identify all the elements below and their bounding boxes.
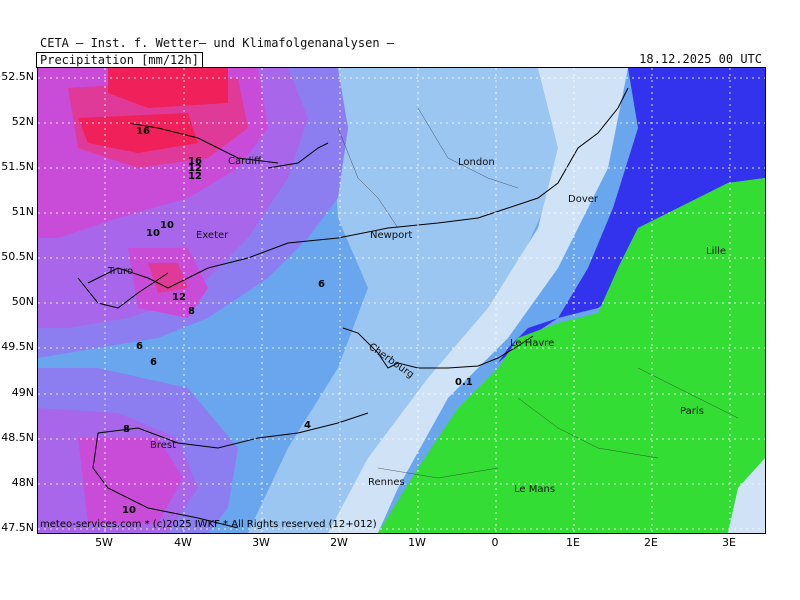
contour-label: 16 [136, 126, 150, 137]
coastlines [77, 87, 629, 529]
precip-field-blue [498, 68, 765, 363]
lat-label: 47.5N [1, 521, 34, 534]
lon-label: 2E [644, 536, 658, 549]
city-cardiff: Cardiff [228, 156, 262, 167]
precip-field-magenta-3 [78, 438, 183, 523]
lon-label: 3E [722, 536, 736, 549]
lat-label: 52.5N [1, 70, 34, 83]
contour-label: 6 [150, 357, 157, 368]
city-london: London [458, 157, 495, 168]
lat-label: 50N [11, 295, 34, 308]
map-canvas: Cardiff London Dover Newport Exeter Lill… [38, 68, 765, 533]
chart-title: CETA — Inst. f. Wetter— und Klimafolgena… [40, 36, 395, 50]
lon-label: 3W [252, 536, 270, 549]
contour-label: 6 [136, 341, 143, 352]
contour-label: 4 [304, 420, 311, 431]
city-truro: Truro [107, 266, 133, 277]
contour-label: 0.1 [455, 377, 473, 388]
lat-label: 52N [11, 115, 34, 128]
city-le-mans: Le Mans [514, 484, 555, 495]
precipitation-map[interactable]: Cardiff London Dover Newport Exeter Lill… [37, 67, 766, 534]
contour-label: 10 [122, 505, 136, 516]
lat-label: 48.5N [1, 431, 34, 444]
lat-label: 51.5N [1, 160, 34, 173]
contour-label: 16 [188, 156, 202, 167]
city-lille: Lille [706, 246, 726, 257]
lat-label: 48N [11, 476, 34, 489]
precip-field-red-2 [78, 113, 198, 153]
lon-label: 4W [174, 536, 192, 549]
city-newport: Newport [370, 230, 412, 241]
lat-label: 50.5N [1, 250, 34, 263]
graticule [38, 68, 765, 533]
precip-field-light [248, 68, 598, 533]
lon-label: 5W [95, 536, 113, 549]
contour-label: 8 [188, 306, 195, 317]
city-rennes: Rennes [368, 477, 405, 488]
lon-label: 1E [566, 536, 580, 549]
contour-labels: 16 16 12 12 10 10 12 8 6 6 6 8 10 4 0.1 [122, 126, 473, 516]
precip-field-pink-2 [148, 263, 188, 293]
contour-label: 6 [318, 279, 325, 290]
credit-line: meteo-services.com * (c)2025 IWKF * All … [40, 519, 377, 530]
precip-field-red [108, 68, 228, 108]
lat-label: 51N [11, 205, 34, 218]
contour-label: 8 [123, 424, 130, 435]
datetime-label: 18.12.2025 00 UTC [639, 52, 762, 66]
variable-label: Precipitation [mm/12h] [36, 52, 203, 68]
city-dover: Dover [568, 194, 599, 205]
precip-field-pale [328, 68, 628, 533]
lon-label: 0 [491, 536, 499, 549]
contour-label: 10 [160, 220, 174, 231]
contour-label: 10 [146, 228, 160, 239]
precip-field-pale-se [728, 458, 765, 533]
city-exeter: Exeter [196, 230, 229, 241]
lat-label: 49.5N [1, 340, 34, 353]
contour-label: 12 [172, 292, 186, 303]
lon-label: 1W [408, 536, 426, 549]
city-le-havre: Le Havre [510, 338, 554, 349]
lon-label: 2W [330, 536, 348, 549]
contour-label: 12 [188, 163, 202, 174]
lat-label: 49N [11, 386, 34, 399]
city-paris: Paris [680, 406, 704, 417]
precip-field-green [378, 178, 765, 533]
city-brest: Brest [150, 440, 176, 451]
contour-label: 12 [188, 171, 202, 182]
